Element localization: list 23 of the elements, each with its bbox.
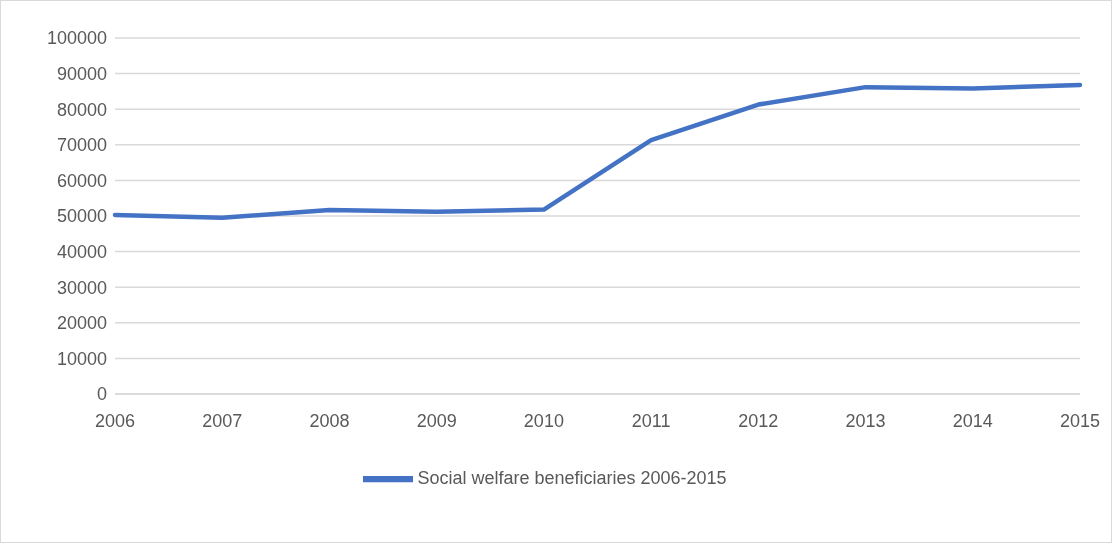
y-tick-label: 20000 bbox=[56, 313, 107, 334]
x-tick-label: 2010 bbox=[523, 410, 564, 431]
legend-label: Social welfare beneficiaries 2006-2015 bbox=[417, 467, 727, 488]
x-tick-label: 2009 bbox=[416, 410, 457, 431]
x-tick-label: 2006 bbox=[94, 410, 136, 431]
y-tick-label: 30000 bbox=[56, 277, 107, 298]
x-tick-label: 2007 bbox=[202, 410, 243, 431]
y-tick-label: 70000 bbox=[56, 135, 107, 156]
y-tick-label: 90000 bbox=[56, 63, 107, 84]
x-tick-label: 2013 bbox=[845, 410, 886, 431]
x-tick-label: 2008 bbox=[309, 410, 350, 431]
y-tick-label: 100000 bbox=[46, 28, 107, 49]
y-tick-label: 10000 bbox=[56, 348, 107, 369]
y-tick-label: 60000 bbox=[56, 170, 107, 191]
x-tick-label: 2012 bbox=[738, 410, 779, 431]
line-series bbox=[112, 82, 1083, 221]
x-tick-label: 2015 bbox=[1059, 410, 1101, 431]
x-tick-label: 2011 bbox=[631, 410, 671, 431]
x-tick-label: 2014 bbox=[952, 410, 993, 431]
y-tick-label: 0 bbox=[96, 384, 107, 405]
y-tick-label: 80000 bbox=[56, 99, 107, 120]
y-tick-label: 50000 bbox=[56, 206, 107, 227]
y-tick-label: 40000 bbox=[56, 241, 107, 262]
